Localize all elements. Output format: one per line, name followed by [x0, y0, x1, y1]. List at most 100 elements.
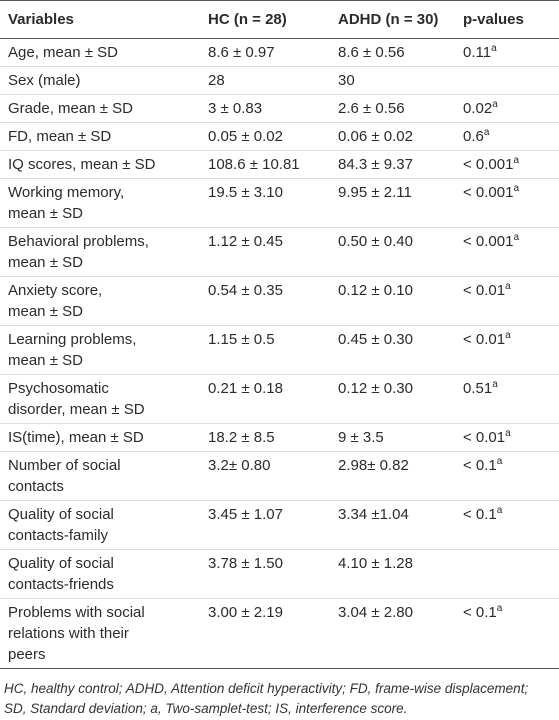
- p-value-note: a: [492, 379, 498, 390]
- header-cell: HC (n = 28): [200, 0, 330, 39]
- header-cell: ADHD (n = 30): [330, 0, 455, 39]
- hc-cell: 1.15 ± 0.5: [200, 325, 330, 375]
- variable-line: mean ± SD: [8, 352, 83, 369]
- header-cell: Variables: [0, 0, 200, 39]
- variable-cell: IQ scores, mean ± SD: [0, 150, 200, 179]
- p-value-cell: < 0.001a: [455, 150, 559, 179]
- variable-cell: FD, mean ± SD: [0, 122, 200, 151]
- table-row: IQ scores, mean ± SD 108.6 ± 10.81 84.3 ± …: [0, 150, 559, 179]
- p-value: < 0.01: [463, 282, 506, 299]
- table-body: Age, mean ± SD 8.6 ± 0.97 8.6 ± 0.56 0.11a S…: [0, 38, 559, 669]
- hc-cell: 0.05 ± 0.02: [200, 122, 330, 151]
- hc-cell: 0.21 ± 0.18: [200, 374, 330, 424]
- variable-cell: Number of social contacts: [0, 451, 200, 501]
- adhd-cell: 84.3 ± 9.37: [330, 150, 455, 179]
- p-value: < 0.01: [463, 429, 506, 446]
- adhd-cell: 3.04 ± 2.80: [330, 598, 455, 669]
- variable-line: Grade, mean ± SD: [8, 100, 133, 117]
- variable-line: Problems with social: [8, 604, 145, 621]
- footnote-line: SD, Standard deviation; a, Two-samplet-t…: [4, 701, 408, 716]
- data-table: Variables HC (n = 28) ADHD (n = 30) p-value…: [0, 0, 559, 669]
- p-value-note: a: [513, 155, 520, 166]
- hc-cell: 3 ± 0.83: [200, 94, 330, 123]
- p-value-cell: < 0.01a: [455, 423, 559, 452]
- table-row: Anxiety score, mean ± SD 0.54 ± 0.35 0.12 ±…: [0, 276, 559, 326]
- p-value: 0.6: [463, 128, 484, 145]
- p-value-cell: < 0.01a: [455, 325, 559, 375]
- hc-cell: 18.2 ± 8.5: [200, 423, 330, 452]
- hc-cell: 3.2± 0.80: [200, 451, 330, 501]
- variable-cell: Sex (male): [0, 66, 200, 95]
- adhd-cell: 30: [330, 66, 455, 95]
- adhd-cell: 9 ± 3.5: [330, 423, 455, 452]
- table-row: Quality of social contacts-family 3.45 ± 1…: [0, 500, 559, 550]
- p-value-cell: < 0.001a: [455, 178, 559, 228]
- variable-line: relations with their: [8, 625, 129, 642]
- p-value: < 0.1: [463, 506, 497, 523]
- variable-line: disorder, mean ± SD: [8, 401, 145, 418]
- variable-line: Anxiety score,: [8, 282, 103, 299]
- adhd-cell: 0.12 ± 0.30: [330, 374, 455, 424]
- variable-cell: Learning problems, mean ± SD: [0, 325, 200, 375]
- variable-line: Quality of social: [8, 506, 114, 523]
- variable-line: Learning problems,: [8, 331, 137, 348]
- variable-line: peers: [8, 646, 46, 663]
- adhd-cell: 0.45 ± 0.30: [330, 325, 455, 375]
- variable-cell: Working memory, mean ± SD: [0, 178, 200, 228]
- p-value-note: a: [496, 505, 503, 516]
- variable-line: contacts-friends: [8, 576, 114, 593]
- adhd-cell: 3.34 ±1.04: [330, 500, 455, 550]
- table-row: Number of social contacts 3.2± 0.80 2.98± 0…: [0, 451, 559, 501]
- p-value-note: a: [491, 43, 497, 54]
- table-row: IS(time), mean ± SD 18.2 ± 8.5 9 ± 3.5 < 0.…: [0, 423, 559, 452]
- variable-cell: Quality of social contacts-friends: [0, 549, 200, 599]
- p-value: 0.51: [463, 380, 493, 397]
- hc-cell: 19.5 ± 3.10: [200, 178, 330, 228]
- variable-cell: Age, mean ± SD: [0, 38, 200, 67]
- p-value-cell: 0.02a: [455, 94, 559, 123]
- hc-cell: 3.00 ± 2.19: [200, 598, 330, 669]
- p-value-cell: 0.51a: [455, 374, 559, 424]
- variable-cell: IS(time), mean ± SD: [0, 423, 200, 452]
- adhd-cell: 4.10 ± 1.28: [330, 549, 455, 599]
- p-value-cell: 0.6a: [455, 122, 559, 151]
- variable-cell: Psychosomatic disorder, mean ± SD: [0, 374, 200, 424]
- p-value-note: a: [505, 428, 511, 439]
- hc-cell: 1.12 ± 0.45: [200, 227, 330, 277]
- variable-line: FD, mean ± SD: [8, 128, 112, 145]
- hc-cell: 3.45 ± 1.07: [200, 500, 330, 550]
- adhd-cell: 0.12 ± 0.10: [330, 276, 455, 326]
- variable-line: Number of social: [8, 457, 121, 474]
- variable-line: mean ± SD: [8, 254, 83, 271]
- hc-cell: 8.6 ± 0.97: [200, 38, 330, 67]
- header-row: Variables HC (n = 28) ADHD (n = 30) p-value…: [0, 0, 559, 39]
- p-value-note: a: [505, 330, 511, 341]
- hc-cell: 3.78 ± 1.50: [200, 549, 330, 599]
- variable-cell: Quality of social contacts-family: [0, 500, 200, 550]
- p-value-cell: 0.11a: [455, 38, 559, 67]
- table-row: Age, mean ± SD 8.6 ± 0.97 8.6 ± 0.56 0.11a: [0, 38, 559, 67]
- variable-cell: Anxiety score, mean ± SD: [0, 276, 200, 326]
- table-row: Sex (male) 28 30: [0, 66, 559, 95]
- variable-line: IQ scores, mean ± SD: [8, 156, 156, 173]
- p-value-cell: < 0.01a: [455, 276, 559, 326]
- adhd-cell: 0.50 ± 0.40: [330, 227, 455, 277]
- table-row: Working memory, mean ± SD 19.5 ± 3.10 9.95 …: [0, 178, 559, 228]
- variable-line: Psychosomatic: [8, 380, 109, 397]
- table-row: FD, mean ± SD 0.05 ± 0.02 0.06 ± 0.02 0.6a: [0, 122, 559, 151]
- p-value-note: a: [492, 99, 498, 110]
- variable-cell: Problems with social relations with their…: [0, 598, 200, 669]
- p-value-cell: < 0.001a: [455, 227, 559, 277]
- hc-cell: 0.54 ± 0.35: [200, 276, 330, 326]
- variable-line: contacts: [8, 478, 64, 495]
- p-value-note: a: [496, 603, 503, 614]
- variable-line: Quality of social: [8, 555, 114, 572]
- p-value-note: a: [513, 232, 520, 243]
- p-value: < 0.001: [463, 233, 514, 250]
- p-value-cell: < 0.1a: [455, 451, 559, 501]
- hc-cell: 28: [200, 66, 330, 95]
- table-row: Psychosomatic disorder, mean ± SD 0.21 ± 0…: [0, 374, 559, 424]
- p-value-cell: < 0.1a: [455, 598, 559, 669]
- table-row: Behavioral problems, mean ± SD 1.12 ± 0.45…: [0, 227, 559, 277]
